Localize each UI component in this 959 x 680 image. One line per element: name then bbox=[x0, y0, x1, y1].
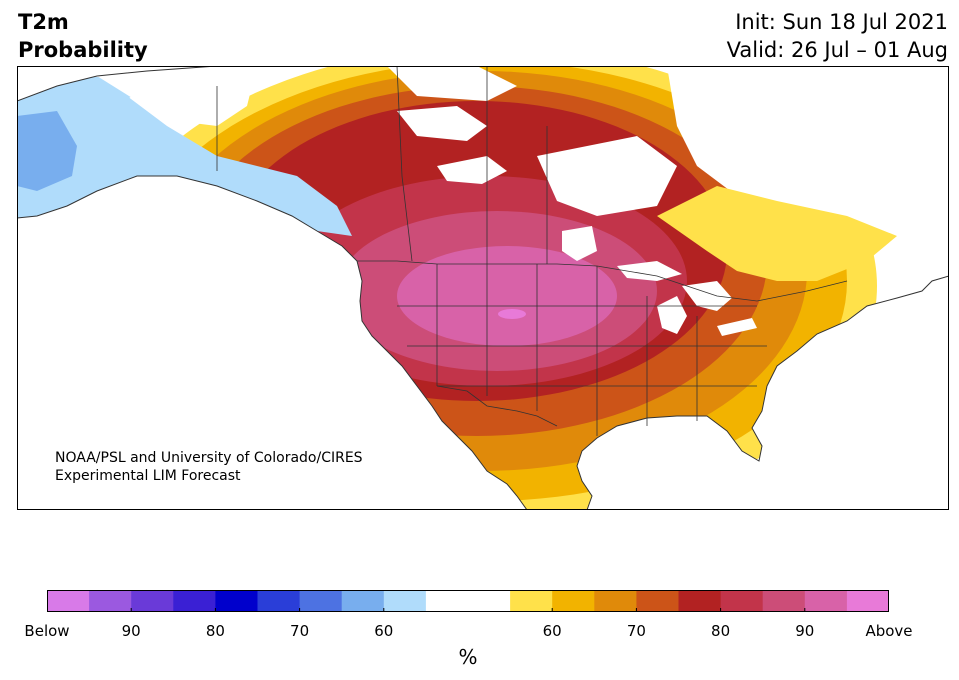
hudson-bay bbox=[537, 136, 677, 216]
colorbar-tick-label: 60 bbox=[542, 622, 562, 640]
colorbar bbox=[47, 590, 889, 612]
colorbar-tick-label: 80 bbox=[711, 622, 731, 640]
colorbar-bin bbox=[594, 590, 637, 612]
colorbar-bin bbox=[257, 590, 301, 612]
credit-line-1: NOAA/PSL and University of Colorado/CIRE… bbox=[55, 450, 363, 466]
colorbar-bin bbox=[131, 590, 174, 612]
colorbar-bin bbox=[804, 590, 848, 612]
colorbar-bin bbox=[47, 590, 90, 612]
colorbar-tick-label: Below bbox=[24, 622, 70, 640]
quebec-yellow bbox=[657, 186, 897, 281]
colorbar-bin bbox=[846, 590, 889, 612]
warm-above-magenta bbox=[498, 309, 526, 319]
alaska-below-core bbox=[17, 111, 77, 191]
colorbar-bin bbox=[510, 590, 553, 612]
valid-date: Valid: 26 Jul – 01 Aug bbox=[726, 38, 948, 62]
map-frame bbox=[17, 66, 949, 510]
title-product: Probability bbox=[18, 38, 148, 62]
colorbar-bin bbox=[720, 590, 764, 612]
lake-michigan bbox=[657, 296, 687, 334]
colorbar-bin bbox=[468, 590, 511, 612]
colorbar-bin bbox=[299, 590, 343, 612]
credit-text: NOAA/PSL and University of Colorado/CIRE… bbox=[55, 449, 363, 485]
colorbar-bin bbox=[762, 590, 806, 612]
probability-map bbox=[17, 66, 949, 510]
colorbar-tick-label: 80 bbox=[205, 622, 225, 640]
colorbar-bin bbox=[383, 590, 427, 612]
map-title: T2m Probability bbox=[18, 8, 148, 64]
colorbar-bin bbox=[215, 590, 258, 612]
political-boundaries bbox=[216, 66, 848, 436]
us-mexico-border bbox=[436, 385, 558, 427]
warm-pink bbox=[397, 246, 617, 346]
colorbar-bin bbox=[341, 590, 385, 612]
colorbar-tick-label: 70 bbox=[626, 622, 646, 640]
colorbar-bin bbox=[425, 590, 469, 612]
arctic-water bbox=[387, 66, 517, 101]
colorbar-bin bbox=[636, 590, 679, 612]
colorbar-unit: % bbox=[458, 645, 478, 669]
lake-erie bbox=[717, 318, 757, 336]
init-date: Init: Sun 18 Jul 2021 bbox=[735, 10, 948, 34]
colorbar-tick-label: 60 bbox=[374, 622, 394, 640]
colorbar-bin bbox=[552, 590, 595, 612]
colorbar-tick-label: 70 bbox=[290, 622, 310, 640]
colorbar-tick-label: Above bbox=[865, 622, 913, 640]
colorbar-tick-label: 90 bbox=[121, 622, 141, 640]
alaska-below-region bbox=[17, 84, 352, 236]
colorbar-bin bbox=[678, 590, 722, 612]
colorbar-tick-label: 90 bbox=[795, 622, 815, 640]
forecast-dates: Init: Sun 18 Jul 2021 Valid: 26 Jul – 01… bbox=[727, 8, 948, 64]
east-canada-neutral bbox=[667, 66, 949, 241]
canada-province-line-1 bbox=[396, 66, 413, 262]
great-slave-lake bbox=[437, 156, 507, 184]
colorbar-frame bbox=[47, 590, 889, 612]
title-variable: T2m bbox=[18, 10, 69, 34]
credit-line-2: Experimental LIM Forecast bbox=[55, 468, 241, 484]
lake-superior bbox=[617, 261, 682, 281]
colorbar-bin bbox=[89, 590, 132, 612]
lake-winnipeg bbox=[562, 226, 597, 261]
great-bear-lake bbox=[397, 106, 487, 141]
colorbar-bin bbox=[173, 590, 216, 612]
